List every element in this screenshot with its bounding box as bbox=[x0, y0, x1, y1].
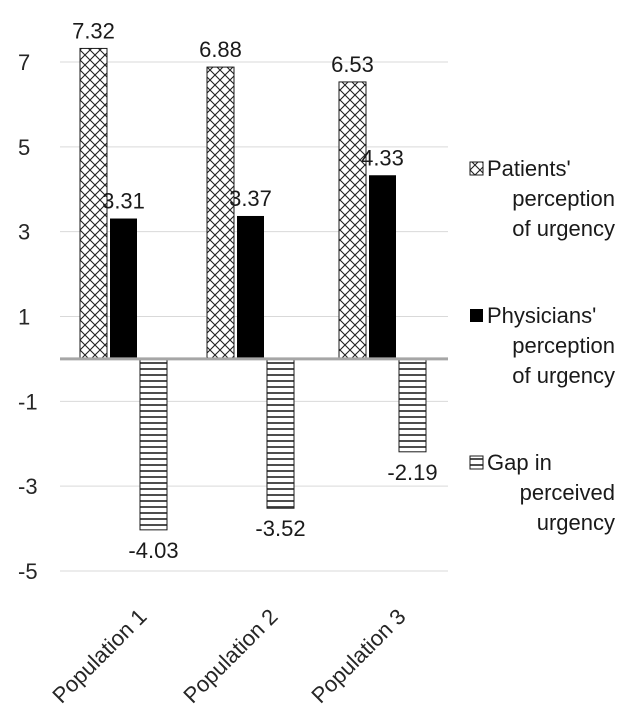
y-tick-label: 1 bbox=[18, 305, 30, 330]
bar bbox=[369, 175, 396, 359]
legend-label: of urgency bbox=[512, 216, 615, 241]
bar bbox=[398, 358, 427, 453]
legend-swatch bbox=[470, 309, 483, 322]
y-tick-label: -5 bbox=[18, 559, 38, 584]
category-label: Population 2 bbox=[178, 604, 282, 704]
legend-label: perception bbox=[512, 186, 615, 211]
bar bbox=[338, 81, 367, 360]
y-tick-label: 3 bbox=[18, 220, 30, 245]
bar bbox=[237, 215, 264, 359]
bar bbox=[139, 358, 168, 531]
bar bbox=[206, 66, 235, 360]
y-tick-label: -1 bbox=[18, 389, 38, 414]
category-labels: Population 1 Population 2 Population 3 bbox=[47, 604, 410, 704]
legend-label: Patients' bbox=[487, 156, 571, 181]
legend-label: Gap in bbox=[487, 450, 552, 475]
legend-label: perceived bbox=[520, 480, 615, 505]
legend-label: of urgency bbox=[512, 363, 615, 388]
y-tick-label: 5 bbox=[18, 135, 30, 160]
category-label: Population 3 bbox=[306, 604, 410, 704]
legend-label: perception bbox=[512, 333, 615, 358]
data-labels: 7.32 3.31 -4.03 6.88 3.37 -3.52 6.53 4.33 -2.19 bbox=[72, 18, 437, 562]
y-tick-label: 7 bbox=[18, 50, 30, 75]
legend-swatch bbox=[469, 455, 484, 470]
data-label: 3.37 bbox=[229, 186, 272, 211]
data-label: 4.33 bbox=[361, 145, 404, 170]
data-label: -2.19 bbox=[387, 460, 437, 485]
legend-label: Physicians' bbox=[487, 303, 596, 328]
data-label: -3.52 bbox=[255, 516, 305, 541]
y-tick-label: -3 bbox=[18, 474, 38, 499]
data-label: 6.88 bbox=[199, 37, 242, 62]
bar bbox=[110, 218, 137, 359]
legend-swatch bbox=[469, 161, 484, 176]
legend: Patients' perception of urgency Physicians'… bbox=[469, 156, 615, 535]
y-axis-ticks: 7 5 3 1 -1 -3 -5 bbox=[18, 50, 38, 584]
category-label: Population 1 bbox=[47, 604, 151, 704]
data-label: 6.53 bbox=[331, 52, 374, 77]
data-label: 7.32 bbox=[72, 18, 115, 43]
data-label: 3.31 bbox=[102, 189, 145, 214]
data-label: -4.03 bbox=[128, 538, 178, 563]
bars bbox=[79, 47, 427, 531]
legend-label: urgency bbox=[537, 510, 615, 535]
bar bbox=[266, 358, 295, 509]
